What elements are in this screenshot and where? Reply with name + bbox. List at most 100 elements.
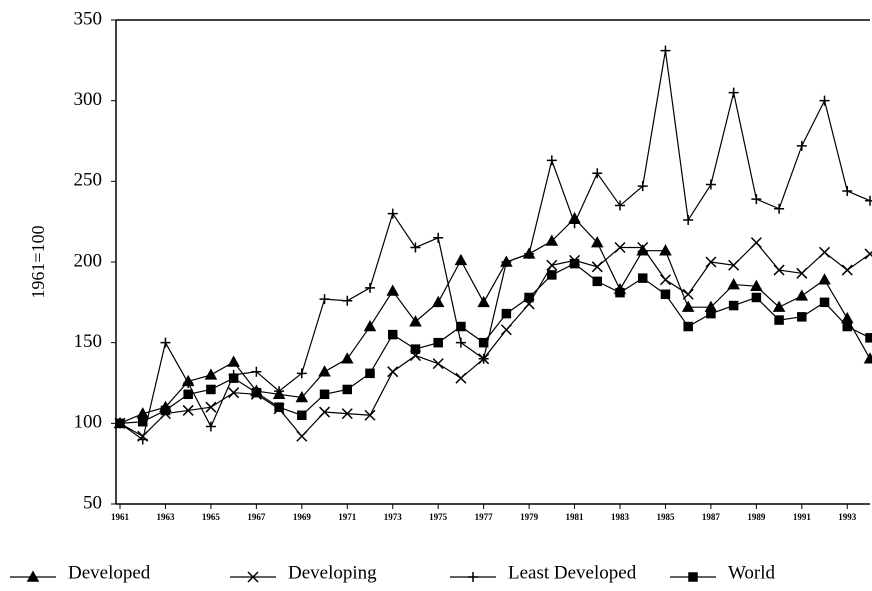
marker xyxy=(637,273,648,283)
y-tick-label: 100 xyxy=(74,412,103,433)
marker xyxy=(863,352,872,364)
y-tick-label: 250 xyxy=(74,170,103,191)
marker xyxy=(865,333,872,343)
x-tick-label: 1961 xyxy=(111,512,130,522)
marker xyxy=(455,337,466,348)
legend-label: World xyxy=(728,562,776,583)
marker xyxy=(819,246,831,258)
x-tick-label: 1979 xyxy=(520,512,539,522)
marker xyxy=(182,404,194,416)
y-tick-label: 50 xyxy=(83,492,102,513)
marker xyxy=(615,200,625,211)
marker xyxy=(295,390,309,403)
marker xyxy=(297,410,307,421)
marker xyxy=(681,300,695,312)
marker xyxy=(590,236,604,248)
marker xyxy=(319,406,331,418)
marker xyxy=(840,311,854,324)
marker xyxy=(228,373,239,383)
marker xyxy=(340,352,354,364)
marker xyxy=(751,194,762,205)
marker xyxy=(546,155,557,166)
marker xyxy=(569,258,580,269)
marker xyxy=(410,344,421,354)
x-tick-label: 1965 xyxy=(202,512,221,522)
marker xyxy=(251,366,262,377)
marker xyxy=(274,386,285,397)
x-tick-label: 1983 xyxy=(611,512,630,522)
marker xyxy=(614,241,626,254)
marker xyxy=(546,259,558,271)
marker xyxy=(795,289,809,301)
marker xyxy=(205,401,217,413)
marker xyxy=(660,289,671,300)
marker xyxy=(750,237,762,249)
x-tick-label: 1963 xyxy=(156,512,175,522)
marker xyxy=(501,257,512,267)
legend-label: Least Developed xyxy=(508,562,637,583)
marker xyxy=(431,295,445,308)
marker xyxy=(688,572,698,582)
marker xyxy=(569,218,580,229)
marker xyxy=(160,337,171,348)
marker xyxy=(796,267,808,279)
marker xyxy=(774,203,785,214)
marker xyxy=(432,358,444,370)
marker xyxy=(478,353,489,364)
marker xyxy=(319,389,330,400)
series-line xyxy=(119,262,871,424)
marker xyxy=(591,261,603,273)
marker xyxy=(227,355,240,367)
marker xyxy=(524,248,535,259)
x-tick-label: 1981 xyxy=(566,512,585,522)
marker xyxy=(251,387,262,398)
y-axis-label: 1961=100 xyxy=(28,225,48,298)
marker xyxy=(160,405,171,416)
marker xyxy=(750,279,763,291)
marker xyxy=(841,264,853,276)
x-tick-label: 1967 xyxy=(247,512,266,522)
marker xyxy=(796,140,807,151)
y-tick-label: 350 xyxy=(74,8,103,29)
marker xyxy=(433,232,444,243)
y-tick-label: 150 xyxy=(74,331,103,352)
marker xyxy=(500,324,512,336)
marker xyxy=(706,308,716,319)
marker xyxy=(341,408,353,420)
marker xyxy=(454,253,468,266)
x-tick-label: 1971 xyxy=(338,512,357,522)
x-tick-label: 1969 xyxy=(293,512,312,522)
marker xyxy=(637,181,648,192)
marker xyxy=(387,208,398,219)
marker xyxy=(478,337,489,348)
legend-label: Developed xyxy=(68,562,151,583)
marker xyxy=(365,282,375,293)
marker xyxy=(501,308,512,319)
marker xyxy=(26,570,40,582)
marker xyxy=(659,274,671,286)
marker xyxy=(468,572,478,582)
marker xyxy=(865,195,872,206)
x-tick-label: 1993 xyxy=(838,512,857,522)
marker xyxy=(615,287,625,298)
marker xyxy=(728,259,740,271)
marker xyxy=(727,278,740,290)
x-tick-label: 1977 xyxy=(475,512,494,522)
series-line xyxy=(119,241,871,438)
marker xyxy=(705,256,717,268)
marker xyxy=(204,368,218,380)
marker xyxy=(637,241,649,254)
marker xyxy=(137,416,148,427)
marker xyxy=(842,186,853,197)
x-tick-label: 1985 xyxy=(656,512,675,522)
marker xyxy=(247,571,259,583)
marker xyxy=(728,300,739,311)
marker xyxy=(774,315,784,325)
marker xyxy=(683,215,694,226)
marker xyxy=(433,337,443,348)
marker xyxy=(728,87,739,98)
marker xyxy=(342,295,353,306)
marker xyxy=(773,264,785,276)
series-line xyxy=(119,217,871,424)
